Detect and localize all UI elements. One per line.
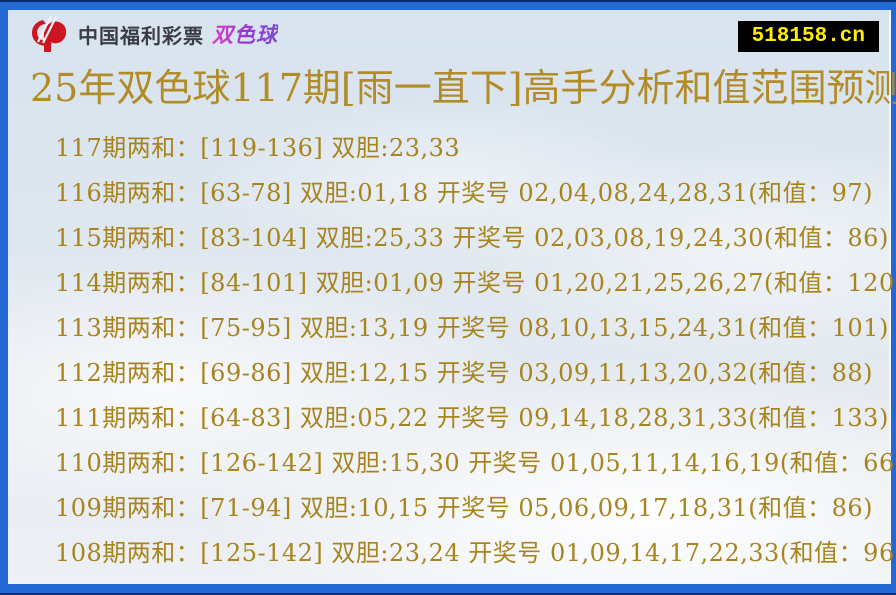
header: 中国福利彩票 双色球 518158.cn xyxy=(8,10,889,58)
prediction-line-117: 117期两和：[119-136] 双胆:23,33 xyxy=(55,133,461,162)
prediction-line-115: 115期两和：[83-104] 双胆:25,33 开奖号 02,03,08,19… xyxy=(55,223,889,252)
brand-product: 双色球 xyxy=(212,19,278,49)
prediction-line-116: 116期两和：[63-78] 双胆:01,18 开奖号 02,04,08,24,… xyxy=(55,178,874,207)
prediction-line-109: 109期两和：[71-94] 双胆:10,15 开奖号 05,06,09,17,… xyxy=(55,493,874,522)
page-title: 25年双色球117期[雨一直下]高手分析和值范围预测 xyxy=(30,66,896,110)
prediction-line-112: 112期两和：[69-86] 双胆:12,15 开奖号 03,09,11,13,… xyxy=(55,358,874,387)
china-welfare-lottery-icon xyxy=(32,15,67,52)
lottery-logo: 中国福利彩票 双色球 xyxy=(28,15,278,53)
page-content: 中国福利彩票 双色球 518158.cn 25年双色球117期[雨一直下]高手分… xyxy=(8,10,896,584)
prediction-line-111: 111期两和：[64-83] 双胆:05,22 开奖号 09,14,18,28,… xyxy=(55,403,889,432)
prediction-line-108: 108期两和：[125-142] 双胆:23,24 开奖号 01,09,14,1… xyxy=(55,538,896,567)
prediction-line-110: 110期两和：[126-142] 双胆:15,30 开奖号 01,05,11,1… xyxy=(55,448,896,477)
prediction-line-114: 114期两和：[84-101] 双胆:01,09 开奖号 01,20,21,25… xyxy=(55,268,896,297)
prediction-list: 117期两和：[119-136] 双胆:23,33 116期两和：[63-78]… xyxy=(8,126,896,576)
brand-name: 中国福利彩票 xyxy=(78,25,204,48)
prediction-line-113: 113期两和：[75-95] 双胆:13,19 开奖号 08,10,13,15,… xyxy=(55,313,889,342)
site-badge: 518158.cn xyxy=(737,21,879,53)
